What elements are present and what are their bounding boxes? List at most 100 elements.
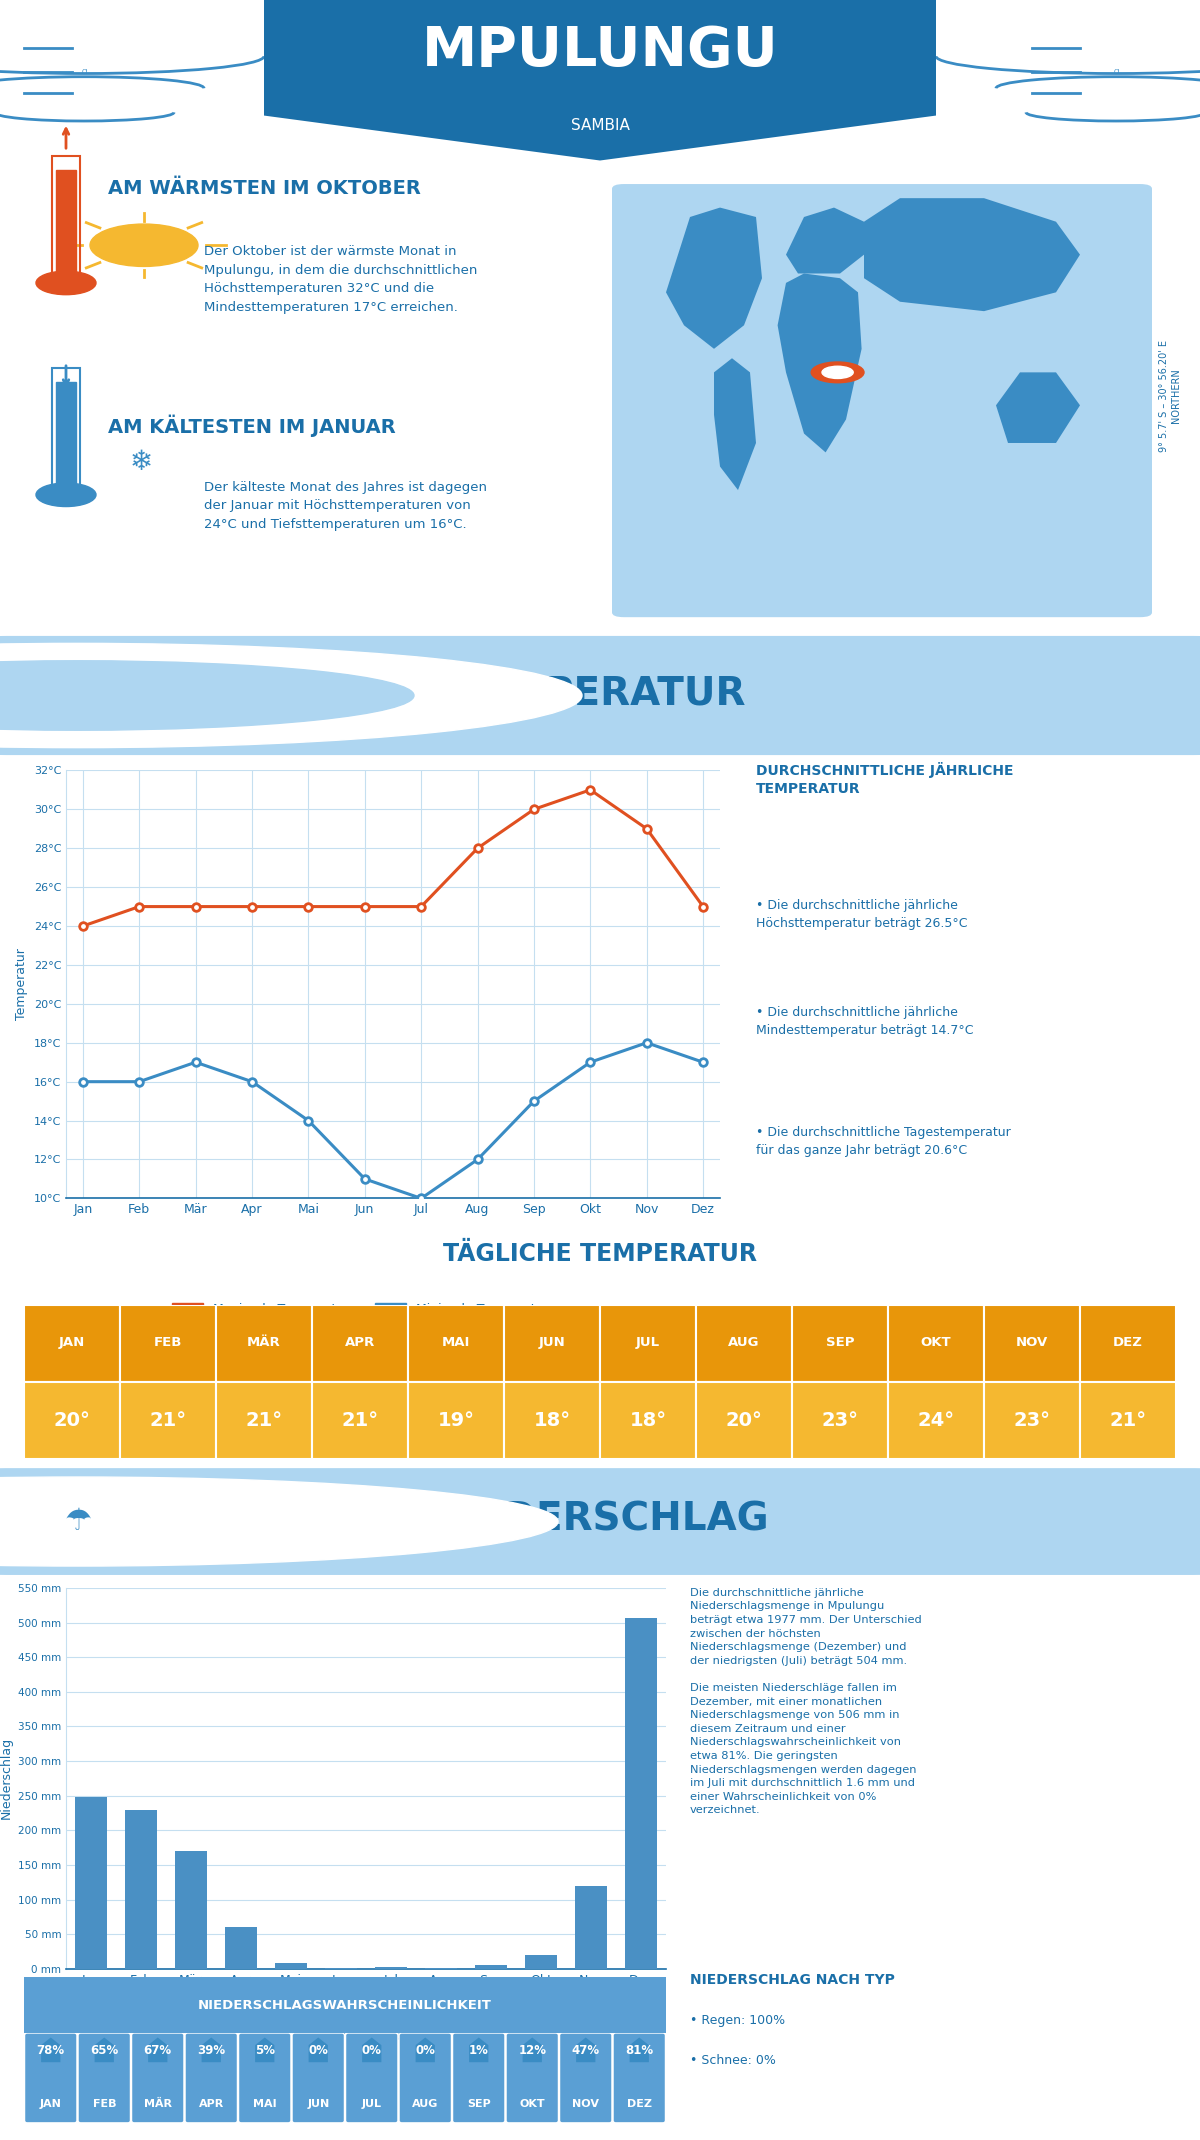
Bar [216, 1305, 312, 1382]
Text: JUN: JUN [539, 1335, 565, 1348]
Text: SEP: SEP [826, 1335, 854, 1348]
FancyBboxPatch shape [612, 184, 1152, 616]
Polygon shape [469, 2037, 488, 2063]
FancyBboxPatch shape [506, 2033, 558, 2123]
Text: • Die durchschnittliche jährliche
Höchsttemperatur beträgt 26.5°C: • Die durchschnittliche jährliche Höchst… [756, 899, 967, 929]
Circle shape [0, 661, 414, 730]
Circle shape [36, 272, 96, 295]
Maximale Temperatur [76, 914, 90, 939]
Text: NOV: NOV [572, 2099, 599, 2110]
Text: 0%: 0% [308, 2044, 328, 2057]
Polygon shape [264, 0, 936, 160]
Text: 12%: 12% [518, 2044, 546, 2057]
Text: 18°: 18° [534, 1412, 570, 1430]
Bar [504, 1305, 600, 1382]
Minimale Temperatur [245, 1068, 259, 1094]
Text: 81%: 81% [625, 2044, 653, 2057]
Text: 0%: 0% [415, 2044, 436, 2057]
Text: SAMBIA: SAMBIA [570, 118, 630, 133]
Text: 24°: 24° [918, 1412, 954, 1430]
Text: MÄR: MÄR [247, 1335, 281, 1348]
Minimale Temperatur [76, 1068, 90, 1094]
Maximale Temperatur [583, 777, 598, 802]
Text: JUL: JUL [636, 1335, 660, 1348]
Text: 21°: 21° [342, 1412, 378, 1430]
Text: 0%: 0% [362, 2044, 382, 2057]
Text: FEB: FEB [154, 1335, 182, 1348]
FancyBboxPatch shape [78, 2033, 131, 2123]
Text: JUN: JUN [307, 2099, 329, 2110]
FancyBboxPatch shape [18, 1977, 672, 2033]
Text: APR: APR [344, 1335, 376, 1348]
Text: 9° 5.7' S – 30° 56.20' E
NORTHERN: 9° 5.7' S – 30° 56.20' E NORTHERN [1159, 340, 1181, 452]
Text: Ɑ: Ɑ [82, 68, 86, 75]
Maximale Temperatur [527, 796, 541, 822]
Polygon shape [362, 2037, 382, 2063]
Minimale Temperatur [301, 1109, 316, 1134]
Bar [312, 1305, 408, 1382]
Text: NIEDERSCHLAG: NIEDERSCHLAG [431, 1500, 769, 1539]
Text: • Regen: 100%: • Regen: 100% [690, 2014, 785, 2027]
FancyBboxPatch shape [0, 636, 1200, 755]
Text: 5%: 5% [254, 2044, 275, 2057]
Maximale Temperatur [696, 895, 710, 920]
Bar [984, 1382, 1080, 1459]
Text: JAN: JAN [59, 1335, 85, 1348]
Bar [56, 381, 76, 486]
Polygon shape [256, 2037, 275, 2063]
Bar [52, 156, 80, 278]
Text: Der Oktober ist der wärmste Monat in
Mpulungu, in dem die durchschnittlichen
Höc: Der Oktober ist der wärmste Monat in Mpu… [204, 246, 478, 315]
FancyBboxPatch shape [346, 2033, 398, 2123]
Polygon shape [714, 357, 756, 490]
Bar [224, 1928, 257, 1969]
Text: 20°: 20° [726, 1412, 762, 1430]
Polygon shape [778, 274, 862, 452]
Maximale Temperatur [188, 895, 203, 920]
Text: Der kälteste Monat des Jahres ist dagegen
der Januar mit Höchsttemperaturen von
: Der kälteste Monat des Jahres ist dagege… [204, 482, 487, 531]
Bar [625, 1618, 658, 1969]
Bar [888, 1382, 984, 1459]
Minimale Temperatur [527, 1089, 541, 1115]
Bar [696, 1382, 792, 1459]
Maximale Temperatur [470, 835, 485, 860]
Maximale Temperatur [301, 895, 316, 920]
Text: Ɑ: Ɑ [1114, 68, 1118, 75]
Text: MAI: MAI [253, 2099, 276, 2110]
Text: 67%: 67% [144, 2044, 172, 2057]
Bar [120, 1382, 216, 1459]
Text: 19°: 19° [438, 1412, 474, 1430]
Text: JAN: JAN [40, 2099, 61, 2110]
Y-axis label: Temperatur: Temperatur [16, 948, 28, 1021]
Text: 23°: 23° [822, 1412, 858, 1430]
Maximale Temperatur [132, 895, 146, 920]
Circle shape [36, 484, 96, 507]
Minimale Temperatur [470, 1147, 485, 1173]
Text: AM KÄLTESTEN IM JANUAR: AM KÄLTESTEN IM JANUAR [108, 415, 396, 437]
Polygon shape [666, 208, 762, 349]
Text: ❄: ❄ [130, 447, 154, 475]
Text: 47%: 47% [571, 2044, 600, 2057]
Polygon shape [630, 2037, 649, 2063]
Text: MAI: MAI [442, 1335, 470, 1348]
Text: METEOATLAS.DE: METEOATLAS.DE [1061, 2127, 1164, 2136]
Bar [120, 1305, 216, 1382]
Text: 23°: 23° [1014, 1412, 1050, 1430]
Text: • Die durchschnittliche Tagestemperatur
für das ganze Jahr beträgt 20.6°C: • Die durchschnittliche Tagestemperatur … [756, 1126, 1010, 1156]
Maximale Temperatur [358, 895, 372, 920]
Bar [125, 1810, 157, 1969]
Line: Maximale Temperatur: Maximale Temperatur [79, 785, 707, 931]
Polygon shape [996, 372, 1080, 443]
Text: OKT: OKT [920, 1335, 952, 1348]
Text: 78%: 78% [37, 2044, 65, 2057]
Text: OKT: OKT [520, 2099, 545, 2110]
Bar [52, 368, 80, 490]
Bar [475, 1965, 508, 1969]
Text: 21°: 21° [1110, 1412, 1146, 1430]
Bar [524, 1956, 557, 1969]
FancyBboxPatch shape [400, 2033, 451, 2123]
Text: NIEDERSCHLAGSWAHRSCHEINLICHKEIT: NIEDERSCHLAGSWAHRSCHEINLICHKEIT [198, 1999, 492, 2012]
Polygon shape [523, 2037, 542, 2063]
Circle shape [0, 644, 582, 747]
Text: 21°: 21° [150, 1412, 186, 1430]
Bar [888, 1305, 984, 1382]
